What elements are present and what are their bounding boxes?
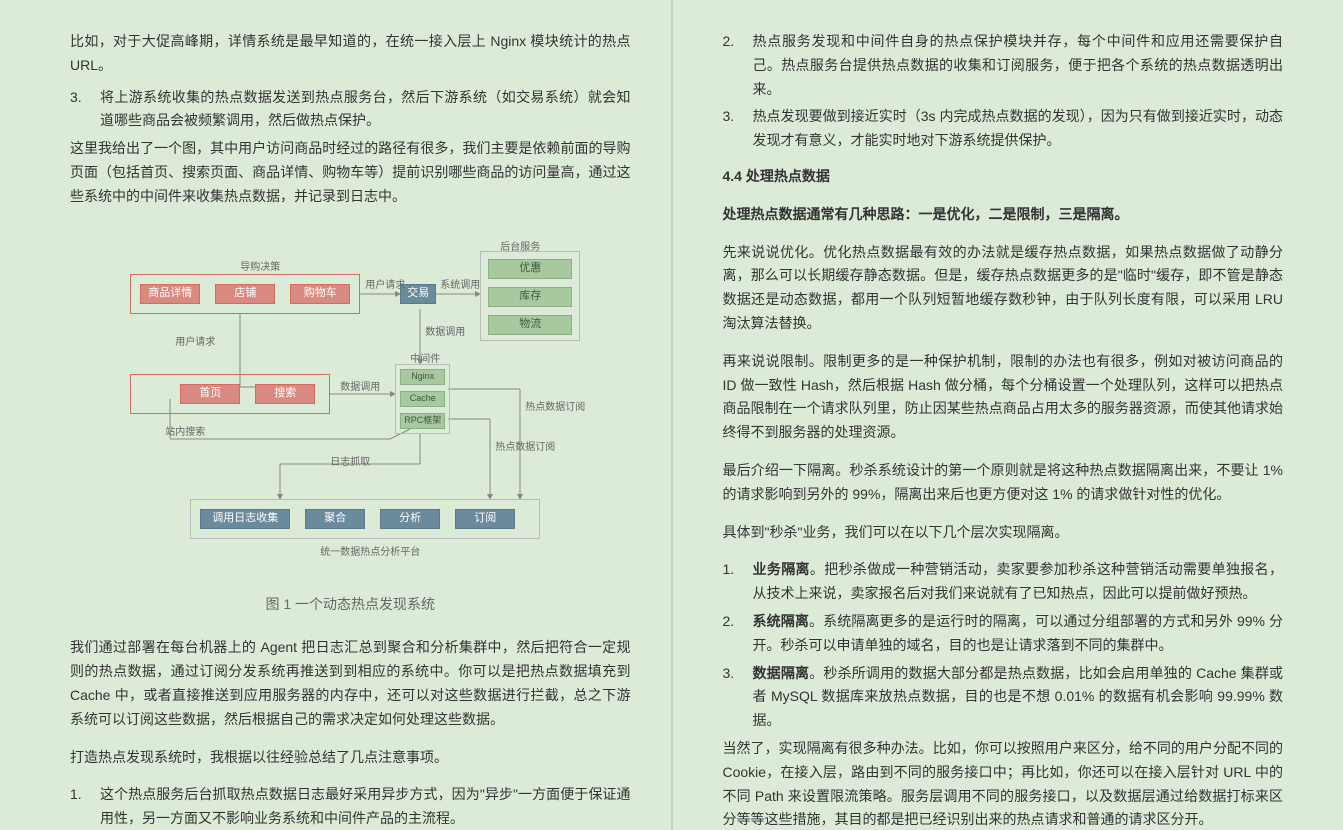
para-limit: 再来说说限制。限制更多的是一种保护机制，限制的办法也有很多，例如对被访问商品的 … <box>723 350 1284 445</box>
num: 2. <box>723 610 753 658</box>
para-methods: 当然了，实现隔离有很多种办法。比如，你可以按照用户来区分，给不同的用户分配不同的… <box>723 737 1284 830</box>
para-opt: 先来说说优化。优化热点数据最有效的办法就是缓存热点数据，如果热点数据做了动静分离… <box>723 241 1284 336</box>
para-levels: 具体到"秒杀"业务，我们可以在以下几个层次实现隔离。 <box>723 521 1284 545</box>
box-analyze: 分析 <box>380 509 440 529</box>
list-item: 2. 系统隔离。系统隔离更多的是运行时的隔离，可以通过分组部署的方式和另外 99… <box>723 610 1284 658</box>
lbl-userreq: 用户请求 <box>365 277 405 294</box>
para-isolate: 最后介绍一下隔离。秒杀系统设计的第一个原则就是将这种热点数据隔离出来，不要让 1… <box>723 459 1284 507</box>
left-page: 比如，对于大促高峰期，详情系统是最早知道的，在统一接入层上 Nginx 模块统计… <box>0 0 671 830</box>
box-coupon: 优惠 <box>488 259 572 279</box>
box-shop: 店铺 <box>215 284 275 304</box>
para-p3: 我们通过部署在每台机器上的 Agent 把日志汇总到聚合和分析集群中，然后把符合… <box>70 636 631 731</box>
txt: 将上游系统收集的热点数据发送到热点服务台，然后下游系统（如交易系统）就会知道哪些… <box>100 86 631 134</box>
num: 1. <box>723 558 753 606</box>
box-cache: Cache <box>400 391 445 407</box>
hotspot-diagram: 后台服务 优惠 库存 物流 导购决策 商品详情 店铺 购物车 交易 用户请求 系… <box>110 239 590 579</box>
list-item: 1. 这个热点服务后台抓取热点数据日志最好采用异步方式，因为"异步"一方面便于保… <box>70 783 631 830</box>
box-nginx: Nginx <box>400 369 445 385</box>
list-item: 3. 热点发现要做到接近实时（3s 内完成热点数据的发现），因为只有做到接近实时… <box>723 105 1284 153</box>
iso-title: 数据隔离 <box>753 665 810 681</box>
box-logistics: 物流 <box>488 315 572 335</box>
iso-body: 。系统隔离更多的是运行时的隔离，可以通过分组部署的方式和另外 99% 分开。秒杀… <box>753 613 1284 653</box>
para-p1: 比如，对于大促高峰期，详情系统是最早知道的，在统一接入层上 Nginx 模块统计… <box>70 30 631 78</box>
txt: 业务隔离。把秒杀做成一种营销活动，卖家要参加秒杀这种营销活动需要单独报名，从技术… <box>753 558 1284 606</box>
lbl-datacall2: 数据调用 <box>340 379 380 396</box>
list-item: 1. 业务隔离。把秒杀做成一种营销活动，卖家要参加秒杀这种营销活动需要单独报名，… <box>723 558 1284 606</box>
num: 2. <box>723 30 753 101</box>
list-item: 3. 数据隔离。秒杀所调用的数据大部分都是热点数据，比如会启用单独的 Cache… <box>723 662 1284 733</box>
lbl-loggrab: 日志抓取 <box>330 454 370 471</box>
heading-44: 4.4 处理热点数据 <box>723 165 1284 189</box>
lbl-syscall: 系统调用 <box>440 277 480 294</box>
notes-list: 1. 这个热点服务后台抓取热点数据日志最好采用异步方式，因为"异步"一方面便于保… <box>70 783 631 830</box>
right-page: 2. 热点服务发现和中间件自身的热点保护模块并存，每个中间件和应用还需要保护自己… <box>673 0 1343 830</box>
box-search: 搜索 <box>255 384 315 404</box>
txt: 热点服务发现和中间件自身的热点保护模块并存，每个中间件和应用还需要保护自己。热点… <box>753 30 1284 101</box>
lbl-userreq2: 用户请求 <box>175 334 215 351</box>
figure-caption: 图 1 一个动态热点发现系统 <box>70 593 631 617</box>
iso-title: 业务隔离 <box>753 561 810 577</box>
iso-title: 系统隔离 <box>753 613 810 629</box>
txt: 这个热点服务后台抓取热点数据日志最好采用异步方式，因为"异步"一方面便于保证通用… <box>100 783 631 830</box>
list-1: 3. 将上游系统收集的热点数据发送到热点服务台，然后下游系统（如交易系统）就会知… <box>70 86 631 134</box>
box-aggregate: 聚合 <box>305 509 365 529</box>
box-rpc: RPC框架 <box>400 413 445 429</box>
bold-summary: 处理热点数据通常有几种思路：一是优化，二是限制，三是隔离。 <box>723 203 1284 227</box>
num: 3. <box>723 662 753 733</box>
list-item: 3. 将上游系统收集的热点数据发送到热点服务台，然后下游系统（如交易系统）就会知… <box>70 86 631 134</box>
lbl-sitesearch: 站内搜索 <box>165 424 205 441</box>
box-logcollect: 调用日志收集 <box>200 509 290 529</box>
num: 3. <box>70 86 100 134</box>
txt: 热点发现要做到接近实时（3s 内完成热点数据的发现），因为只有做到接近实时，动态… <box>753 105 1284 153</box>
num: 3. <box>723 105 753 153</box>
lbl-platform: 统一数据热点分析平台 <box>320 544 420 561</box>
box-subscribe: 订阅 <box>455 509 515 529</box>
lbl-hotsub2: 热点数据订阅 <box>525 399 585 416</box>
box-trade: 交易 <box>400 284 436 304</box>
box-detail: 商品详情 <box>140 284 200 304</box>
box-cart: 购物车 <box>290 284 350 304</box>
box-home: 首页 <box>180 384 240 404</box>
lbl-hotsub1: 热点数据订阅 <box>495 439 555 456</box>
iso-body: 。把秒杀做成一种营销活动，卖家要参加秒杀这种营销活动需要单独报名，从技术上来说，… <box>753 561 1284 601</box>
iso-body: 。秒杀所调用的数据大部分都是热点数据，比如会启用单独的 Cache 集群或者 M… <box>753 665 1284 729</box>
list-2: 2. 热点服务发现和中间件自身的热点保护模块并存，每个中间件和应用还需要保护自己… <box>723 30 1284 153</box>
box-stock: 库存 <box>488 287 572 307</box>
txt: 数据隔离。秒杀所调用的数据大部分都是热点数据，比如会启用单独的 Cache 集群… <box>753 662 1284 733</box>
txt: 系统隔离。系统隔离更多的是运行时的隔离，可以通过分组部署的方式和另外 99% 分… <box>753 610 1284 658</box>
lbl-datacall: 数据调用 <box>425 324 465 341</box>
para-p2: 这里我给出了一个图，其中用户访问商品时经过的路径有很多，我们主要是依赖前面的导购… <box>70 137 631 208</box>
num: 1. <box>70 783 100 830</box>
isolation-list: 1. 业务隔离。把秒杀做成一种营销活动，卖家要参加秒杀这种营销活动需要单独报名，… <box>723 558 1284 733</box>
list-item: 2. 热点服务发现和中间件自身的热点保护模块并存，每个中间件和应用还需要保护自己… <box>723 30 1284 101</box>
para-p4: 打造热点发现系统时，我根据以往经验总结了几点注意事项。 <box>70 746 631 770</box>
